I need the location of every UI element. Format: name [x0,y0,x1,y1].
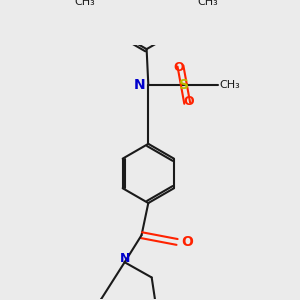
Text: CH₃: CH₃ [219,80,240,90]
Text: CH₃: CH₃ [198,0,219,7]
Text: CH₃: CH₃ [75,0,95,7]
Text: O: O [184,95,194,108]
Text: O: O [181,235,193,249]
Text: O: O [173,61,184,74]
Text: N: N [119,252,130,265]
Text: N: N [134,78,146,92]
Text: S: S [179,78,189,92]
